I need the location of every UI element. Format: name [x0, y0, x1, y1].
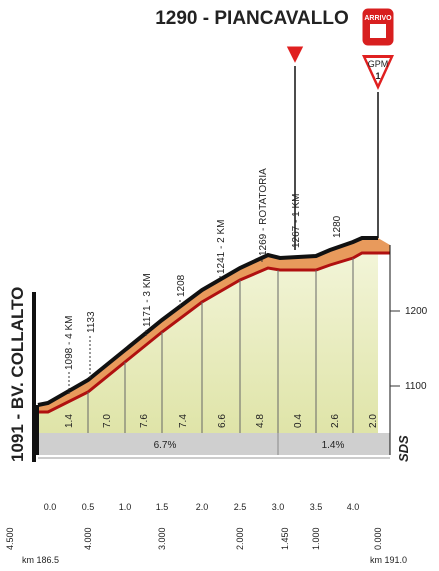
point-label: 1267 - 1 KM: [291, 194, 302, 248]
badge-label: ARRIVO: [364, 15, 392, 22]
km-tick: 3.0: [272, 502, 285, 512]
km-tick: 0.5: [82, 502, 95, 512]
gradient: 2.6: [330, 414, 341, 428]
km-to-go-label: 4.500: [5, 527, 15, 550]
average: 1.4%: [322, 440, 345, 451]
gradient: 7.4: [178, 414, 189, 428]
point-label: 1280: [332, 215, 343, 238]
km-tick: 4.0: [347, 502, 360, 512]
km-tick: 2.0: [196, 502, 209, 512]
title: 1290 - PIANCAVALLO: [155, 8, 349, 29]
arrivo-icon: [370, 24, 386, 38]
km-dividers: [87, 258, 354, 433]
profile-area: [38, 238, 378, 433]
point-label: 1133: [86, 311, 97, 333]
km-tick: 1.5: [156, 502, 169, 512]
profile-red-line: [38, 251, 390, 414]
profile-outline: [37, 236, 378, 407]
last-km-flag: [285, 45, 305, 66]
start-bar: [32, 292, 36, 462]
km-to-go-label: 2.000: [235, 527, 245, 550]
altitude-label: 1100: [405, 381, 427, 392]
finish-km: km 191.0: [370, 555, 407, 565]
km-to-go-label: 4.000: [83, 527, 93, 550]
km-to-go-label: 1.450: [280, 527, 290, 550]
gradient: 2.0: [368, 414, 379, 428]
gpm-flag-inner: [366, 58, 390, 84]
gpm-category: 1: [375, 71, 380, 81]
gradient: 4.8: [255, 414, 266, 428]
gradient: 0.4: [293, 414, 304, 428]
start-km: km 186.5: [22, 555, 59, 565]
gradients: 1.4 7.0 7.6 7.4 6.6 4.8 0.4 2.6 2.0: [64, 414, 379, 428]
gradient: 7.0: [102, 414, 113, 428]
km-to-go-label: 0.000: [373, 527, 383, 550]
gpm-label: GPM: [368, 59, 389, 69]
km-tick: 0.0: [44, 502, 57, 512]
average: 6.7%: [154, 440, 177, 451]
km-ticks: 0.0 0.5 1.0 1.5 2.0 2.5 3.0 3.5 4.0: [44, 502, 360, 512]
point-label: 1241 - 2 KM: [216, 220, 227, 274]
point-leaders: [68, 258, 263, 395]
start-label: 1091 - BV. COLLALTO: [8, 287, 27, 462]
point-label: 1171 - 3 KM: [142, 273, 153, 327]
gradient: 7.6: [139, 414, 150, 428]
point-label: 1098 - 4 KM: [64, 316, 75, 370]
gradient: 1.4: [64, 414, 75, 428]
point-label: 1208: [176, 274, 187, 297]
start-edge: [36, 405, 39, 455]
point-label: 1269 - ROTATORIA: [258, 168, 269, 256]
average-bar: [38, 433, 390, 455]
km-tick: 1.0: [119, 502, 132, 512]
km-to-go: 4.500 4.000 3.000 2.000 1.450 1.000 0.00…: [5, 527, 383, 550]
gradient: 6.6: [217, 414, 228, 428]
km-tick: 3.5: [310, 502, 323, 512]
logo: SDS: [396, 435, 411, 462]
km-to-go-label: 1.000: [311, 527, 321, 550]
km-to-go-label: 3.000: [157, 527, 167, 550]
km-tick: 2.5: [234, 502, 247, 512]
altitude-label: 1200: [405, 306, 428, 317]
